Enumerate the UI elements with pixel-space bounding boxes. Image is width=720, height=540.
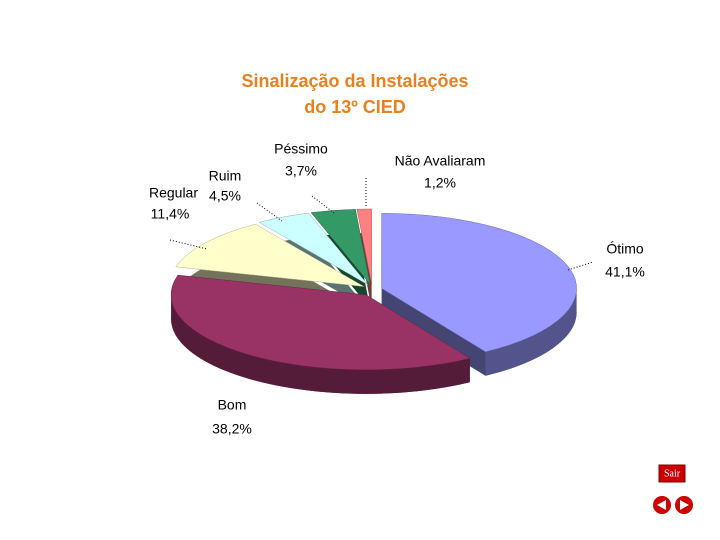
value-label: 4,5% [209,188,241,204]
slice [310,209,371,285]
value-label: 41,1% [605,264,645,280]
prev-arrow[interactable] [657,500,666,510]
leader-line [256,202,283,222]
next-button[interactable] [675,496,693,514]
slice [258,212,368,285]
slice [170,274,471,371]
value-label: 1,2% [424,175,456,191]
slice-side [485,288,577,376]
category-label: Ruim [209,168,242,184]
exit-button[interactable]: Sair [658,464,686,483]
exit-label[interactable]: Sair [664,468,681,479]
leader-line [567,261,594,271]
prev-button[interactable] [653,496,671,514]
labels: Ótimo 41,1% Bom 38,2% Regular 11,4% Ruim 4,5% Pé… [149,141,645,437]
value-label: 11,4% [151,206,190,222]
slice [381,213,577,353]
chart-title: do 13º CIED [304,97,406,117]
category-label: Bom [218,397,247,413]
leader-line [169,239,208,250]
value-label: 3,7% [285,163,317,179]
next-arrow[interactable] [680,500,689,510]
category-label: Péssimo [274,141,328,157]
value-label: 38,2% [212,421,252,437]
category-label: Regular [149,185,198,201]
category-label: Ótimo [606,241,644,257]
slice [356,208,372,285]
slice [175,223,365,287]
chart-title: Sinalização da Instalações [241,71,468,91]
pie [170,208,577,394]
exit-button-bg[interactable] [658,464,686,483]
category-label: Não Avaliaram [395,153,486,169]
